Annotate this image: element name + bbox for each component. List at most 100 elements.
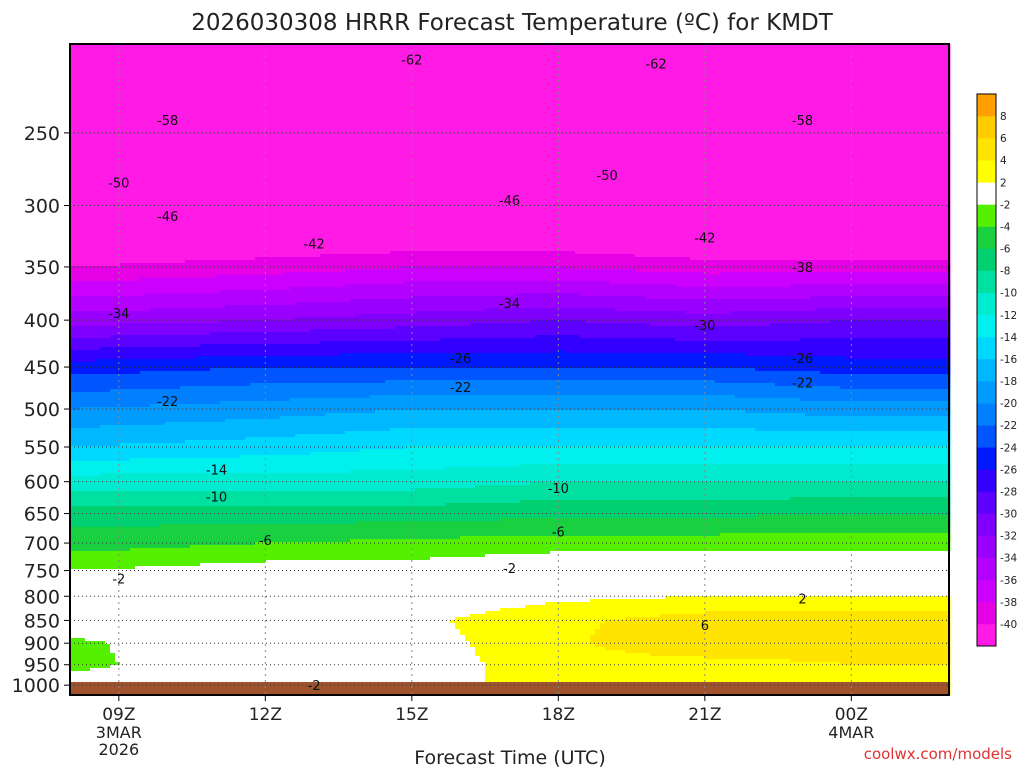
- temperature-cell: [145, 77, 151, 81]
- temperature-cell: [140, 263, 146, 267]
- temperature-cell: [150, 527, 156, 531]
- temperature-cell: [90, 569, 96, 573]
- temperature-cell: [165, 452, 171, 456]
- temperature-cell: [90, 410, 96, 414]
- temperature-cell: [115, 635, 121, 639]
- temperature-cell: [100, 125, 106, 129]
- temperature-cell: [85, 638, 91, 642]
- temperature-cell: [150, 98, 156, 102]
- temperature-cell: [75, 425, 81, 429]
- temperature-cell: [105, 158, 111, 162]
- temperature-cell: [130, 188, 136, 192]
- temperature-cell: [135, 668, 141, 672]
- temperature-cell: [110, 179, 116, 183]
- temperature-cell: [105, 293, 111, 297]
- temperature-cell: [140, 470, 146, 474]
- temperature-cell: [145, 677, 151, 681]
- temperature-cell: [150, 212, 156, 216]
- temperature-cell: [105, 263, 111, 267]
- temperature-cell: [75, 257, 81, 261]
- temperature-cell: [140, 317, 146, 321]
- temperature-cell: [140, 314, 146, 318]
- temperature-cell: [80, 464, 86, 468]
- temperature-cell: [75, 197, 81, 201]
- temperature-cell: [130, 212, 136, 216]
- temperature-cell: [95, 215, 101, 219]
- temperature-cell: [180, 671, 186, 675]
- temperature-cell: [165, 347, 171, 351]
- temperature-cell: [75, 272, 81, 276]
- temperature-cell: [145, 173, 151, 177]
- temperature-cell: [115, 215, 121, 219]
- temperature-cell: [70, 602, 76, 606]
- temperature-cell: [125, 665, 131, 669]
- temperature-cell: [115, 299, 121, 303]
- temperature-cell: [125, 344, 131, 348]
- temperature-cell: [85, 680, 91, 684]
- temperature-cell: [115, 224, 121, 228]
- temperature-cell: [165, 176, 171, 180]
- temperature-cell: [90, 272, 96, 276]
- temperature-cell: [105, 611, 111, 615]
- temperature-cell: [150, 563, 156, 567]
- temperature-cell: [160, 287, 166, 291]
- temperature-cell: [90, 473, 96, 477]
- temperature-cell: [165, 323, 171, 327]
- temperature-cell: [120, 269, 126, 273]
- temperature-cell: [105, 614, 111, 618]
- temperature-cell: [130, 416, 136, 420]
- temperature-cell: [125, 515, 131, 519]
- temperature-cell: [105, 653, 111, 657]
- temperature-cell: [120, 497, 126, 501]
- temperature-cell: [175, 209, 181, 213]
- temperature-cell: [75, 314, 81, 318]
- temperature-cell: [165, 530, 171, 534]
- temperature-cell: [155, 347, 161, 351]
- temperature-cell: [70, 266, 76, 270]
- temperature-cell: [95, 248, 101, 252]
- temperature-cell: [165, 614, 171, 618]
- temperature-cell: [175, 527, 181, 531]
- temperature-cell: [95, 509, 101, 513]
- temperature-cell: [90, 140, 96, 144]
- temperature-cell: [85, 116, 91, 120]
- temperature-cell: [180, 191, 186, 195]
- temperature-cell: [100, 86, 106, 90]
- temperature-cell: [70, 422, 76, 426]
- temperature-cell: [165, 653, 171, 657]
- temperature-cell: [165, 149, 171, 153]
- temperature-cell: [95, 419, 101, 423]
- temperature-cell: [140, 635, 146, 639]
- temperature-cell: [140, 491, 146, 495]
- temperature-cell: [165, 254, 171, 258]
- temperature-cell: [100, 68, 106, 72]
- temperature-cell: [170, 245, 176, 249]
- temperature-cell: [70, 158, 76, 162]
- temperature-cell: [140, 47, 146, 51]
- temperature-cell: [175, 191, 181, 195]
- temperature-cell: [175, 533, 181, 537]
- temperature-cell: [75, 422, 81, 426]
- temperature-cell: [110, 125, 116, 129]
- temperature-cell: [105, 572, 111, 576]
- temperature-cell: [165, 278, 171, 282]
- temperature-cell: [115, 248, 121, 252]
- temperature-cell: [90, 323, 96, 327]
- temperature-cell: [145, 620, 151, 624]
- temperature-cell: [100, 527, 106, 531]
- temperature-cell: [85, 650, 91, 654]
- temperature-cell: [160, 101, 166, 105]
- temperature-cell: [140, 500, 146, 504]
- temperature-cell: [110, 419, 116, 423]
- temperature-cell: [110, 371, 116, 375]
- temperature-cell: [130, 509, 136, 513]
- temperature-cell: [130, 143, 136, 147]
- temperature-cell: [95, 293, 101, 297]
- temperature-cell: [175, 515, 181, 519]
- temperature-cell: [125, 176, 131, 180]
- temperature-cell: [170, 425, 176, 429]
- temperature-cell: [165, 488, 171, 492]
- temperature-cell: [140, 164, 146, 168]
- temperature-cell: [105, 104, 111, 108]
- temperature-cell: [175, 404, 181, 408]
